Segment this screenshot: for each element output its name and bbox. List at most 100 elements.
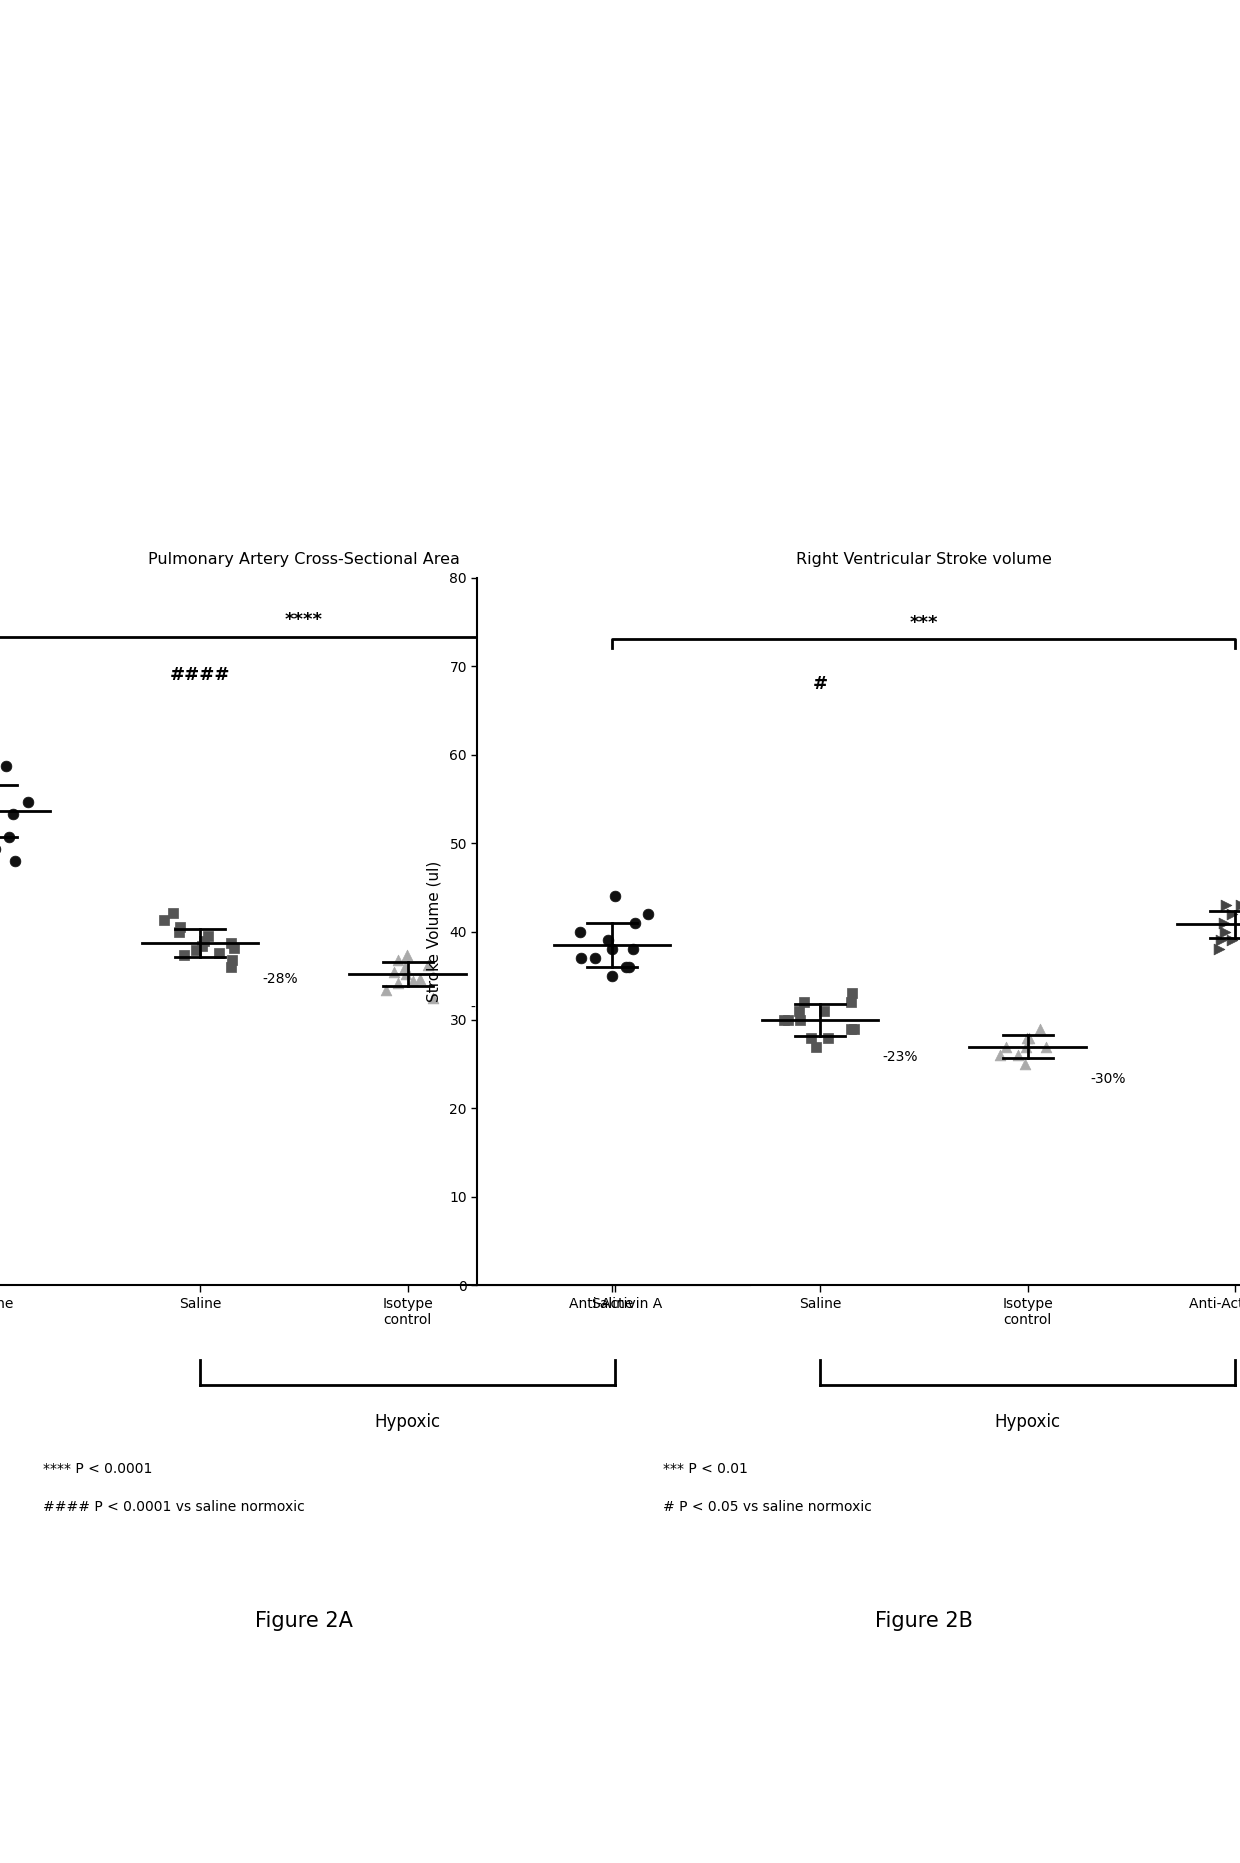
Point (208, 937, 228, 967)
Text: -30%: -30% (1090, 1073, 1126, 1086)
Point (410, 963, 430, 993)
Point (175, 941, 195, 971)
Point (222, 945, 242, 974)
Point (589, 827, 609, 857)
Text: Hypoxic: Hypoxic (994, 1412, 1060, 1431)
Point (841, 1013, 861, 1043)
Text: ****: **** (285, 611, 322, 630)
Text: -5%: -5% (677, 859, 704, 872)
Point (1211, 926, 1231, 956)
Point (1017, 1023, 1037, 1053)
Point (396, 959, 415, 989)
Point (585, 943, 605, 972)
Point (0, 775, 2, 805)
Point (594, 810, 614, 840)
Point (624, 831, 644, 861)
Point (775, 1006, 795, 1036)
Point (418, 950, 438, 980)
Point (790, 1006, 810, 1036)
Point (618, 835, 637, 864)
Text: ***: *** (910, 615, 937, 632)
Text: #: # (812, 674, 827, 693)
Text: Hypoxic: Hypoxic (374, 1412, 440, 1431)
Point (813, 997, 833, 1027)
Text: -23%: -23% (883, 1051, 918, 1064)
Point (1238, 917, 1240, 946)
Point (186, 935, 206, 965)
Point (0, 822, 19, 851)
Point (397, 941, 417, 971)
Point (0, 751, 16, 781)
Point (843, 1013, 863, 1043)
Point (603, 935, 622, 965)
Title: Right Ventricular Stroke volume: Right Ventricular Stroke volume (796, 551, 1052, 566)
Point (595, 822, 615, 851)
Point (388, 969, 408, 999)
Text: ####: #### (170, 665, 231, 684)
Text: *** P < 0.01: *** P < 0.01 (663, 1462, 748, 1477)
Point (991, 1040, 1011, 1069)
Point (0, 764, 2, 794)
Point (197, 922, 217, 952)
Point (1215, 891, 1235, 920)
Point (619, 952, 639, 982)
Text: Figure 2A: Figure 2A (255, 1611, 352, 1632)
Point (817, 1023, 837, 1053)
Point (221, 952, 241, 982)
Point (1037, 1032, 1056, 1062)
Point (192, 932, 212, 961)
Point (603, 961, 622, 991)
Point (599, 820, 619, 850)
Point (624, 935, 644, 965)
Point (1231, 891, 1240, 920)
Text: #### P < 0.0001 vs saline normoxic: #### P < 0.0001 vs saline normoxic (43, 1500, 305, 1515)
Point (1223, 926, 1240, 956)
Point (221, 928, 241, 958)
Point (598, 926, 618, 956)
Text: **** P < 0.0001: **** P < 0.0001 (43, 1462, 153, 1477)
Point (1214, 907, 1234, 937)
Text: # P < 0.05 vs saline normoxic: # P < 0.05 vs saline normoxic (663, 1500, 872, 1515)
Point (582, 812, 601, 842)
Point (1008, 1040, 1028, 1069)
Point (388, 945, 408, 974)
Text: Figure 2B: Figure 2B (875, 1611, 972, 1632)
Point (1221, 900, 1240, 930)
Point (1209, 935, 1229, 965)
Point (842, 978, 862, 1008)
Point (1016, 1049, 1035, 1079)
Y-axis label: Stroke Volume (ul): Stroke Volume (ul) (427, 861, 441, 1002)
Title: Pulmonary Artery Cross-Sectional Area: Pulmonary Artery Cross-Sectional Area (148, 551, 460, 566)
Point (4, 799, 24, 829)
Point (603, 829, 622, 859)
Point (1030, 1013, 1050, 1043)
Point (170, 911, 190, 941)
Point (5, 846, 25, 876)
Point (1016, 1032, 1035, 1062)
Point (570, 917, 590, 946)
Point (193, 926, 213, 956)
Point (996, 1032, 1016, 1062)
Point (1019, 1023, 1039, 1053)
Point (777, 1006, 797, 1036)
Point (636, 825, 656, 855)
Point (0, 835, 5, 864)
Point (600, 818, 620, 848)
Point (616, 952, 636, 982)
Point (841, 987, 861, 1017)
Point (605, 881, 625, 911)
Point (795, 987, 815, 1017)
Point (19, 786, 38, 816)
Text: -33%: -33% (470, 1000, 506, 1013)
Point (806, 1032, 826, 1062)
Point (570, 943, 590, 972)
Point (423, 982, 443, 1012)
Point (601, 818, 621, 848)
Point (625, 907, 645, 937)
Point (384, 958, 404, 987)
Point (621, 816, 641, 846)
Text: -28%: -28% (263, 972, 298, 986)
Point (639, 900, 658, 930)
Point (801, 1023, 821, 1053)
Point (789, 997, 808, 1027)
